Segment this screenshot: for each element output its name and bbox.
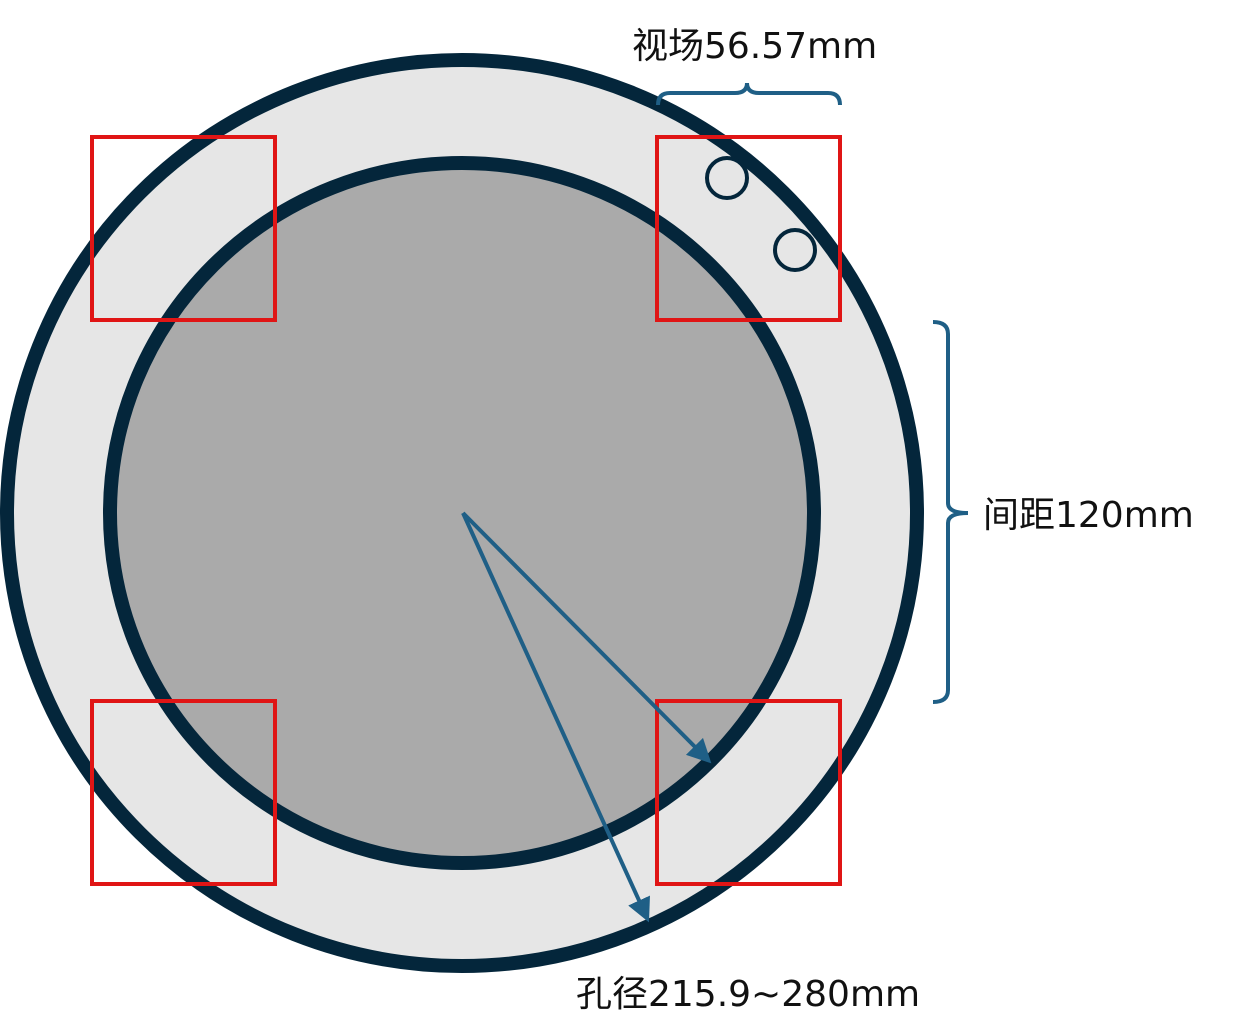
outer-radius-arrow	[461, 512, 650, 923]
view-box-bottom-right	[655, 699, 842, 886]
small-hole-1	[705, 156, 749, 200]
spacing-brace	[932, 320, 969, 704]
field-of-view-label: 视场56.57mm	[632, 26, 877, 67]
view-box-top-left	[90, 135, 277, 322]
field-of-view-brace	[656, 82, 842, 106]
aperture-label: 孔径215.9~280mm	[576, 974, 920, 1015]
view-box-top-right	[655, 135, 842, 322]
inner-radius-arrow	[461, 511, 712, 764]
view-box-bottom-left	[90, 699, 277, 886]
small-hole-2	[773, 228, 817, 272]
spacing-label: 间距120mm	[983, 495, 1194, 536]
